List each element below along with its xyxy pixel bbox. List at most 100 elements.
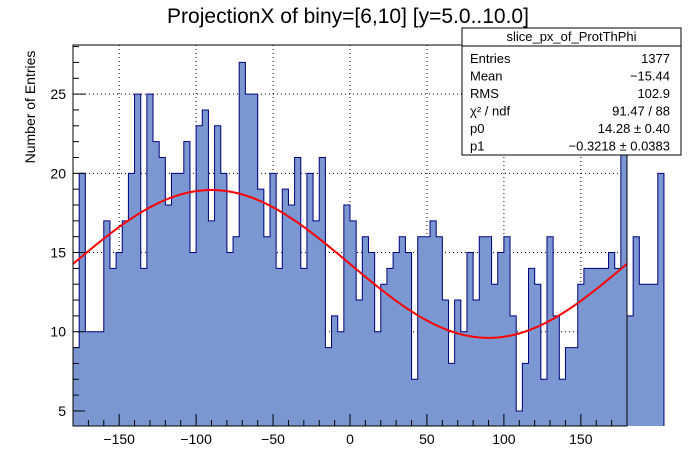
- histogram-bar: [362, 236, 369, 426]
- histogram-bar: [196, 125, 203, 426]
- histogram-bar: [405, 252, 412, 426]
- histogram-bar: [319, 157, 326, 427]
- histogram-bar: [140, 268, 148, 426]
- histogram-bar: [448, 363, 456, 426]
- histogram-bar: [251, 94, 259, 427]
- histogram-bars: [72, 61, 665, 427]
- y-tick-label: 25: [50, 86, 66, 102]
- histogram-bar: [331, 315, 339, 426]
- histogram-bar: [583, 268, 591, 426]
- histogram-bar: [306, 173, 314, 426]
- stats-value: 1377: [641, 51, 670, 66]
- histogram-bar: [109, 268, 117, 426]
- stats-box-frame: [461, 27, 682, 156]
- x-axis: −150 −100 −50 0 50 100 150: [72, 414, 628, 447]
- histogram-bar: [356, 300, 363, 426]
- histogram-bar: [546, 236, 554, 426]
- histogram-bar: [350, 220, 357, 426]
- histogram-bar: [245, 94, 252, 427]
- histogram-bar: [399, 236, 406, 426]
- histogram-bar: [233, 236, 240, 426]
- histogram-bar: [393, 252, 400, 426]
- histogram-bar: [276, 268, 283, 426]
- histogram-bar: [79, 173, 86, 426]
- histogram-bar: [202, 109, 209, 427]
- histogram-bar: [479, 236, 486, 426]
- histogram-bar: [639, 284, 646, 426]
- y-axis: 5 10 15 20 25: [50, 46, 85, 419]
- x-tick-label: 100: [492, 431, 516, 447]
- histogram-bar: [294, 157, 302, 427]
- stats-rows: Entries 1377 Mean −15.44 RMS 102.9 χ² / ndf 91.…: [470, 51, 670, 154]
- histogram-bar: [257, 189, 265, 426]
- x-tick-label: −150: [103, 431, 135, 447]
- histogram-bar: [282, 189, 289, 426]
- histogram-bar: [565, 347, 572, 426]
- histogram-bar: [627, 315, 634, 426]
- histogram-bar: [516, 410, 523, 426]
- histogram-bar: [263, 236, 271, 426]
- histogram-bar: [602, 268, 609, 426]
- histogram-bar: [411, 379, 419, 426]
- histogram-bar: [386, 268, 394, 426]
- histogram-bar: [590, 268, 597, 426]
- histogram-bar: [571, 347, 579, 426]
- x-tick-label: 0: [346, 431, 354, 447]
- histogram-bar: [73, 347, 80, 426]
- x-tick-label: 150: [569, 431, 593, 447]
- x-tick-label: −100: [180, 431, 212, 447]
- x-tick-label: −50: [261, 431, 285, 447]
- histogram-bar: [189, 252, 197, 426]
- stats-label: p1: [470, 139, 484, 154]
- histogram-bar: [522, 363, 529, 426]
- histogram-bar: [534, 284, 542, 426]
- histogram-bar: [436, 236, 443, 426]
- stats-value: −0.3218 ± 0.0383: [569, 139, 670, 154]
- histogram-bar: [214, 125, 222, 426]
- histogram-bar: [269, 173, 277, 426]
- histogram-bar: [503, 236, 511, 426]
- histogram-bar: [300, 268, 308, 426]
- histogram-bar: [288, 205, 295, 426]
- y-tick-label: 20: [50, 165, 66, 181]
- histogram-bar: [596, 268, 603, 426]
- histogram-bar: [171, 173, 179, 426]
- histogram-bar: [85, 331, 92, 426]
- histogram-bar: [633, 236, 640, 426]
- histogram-bar: [553, 315, 560, 426]
- histogram-bar: [577, 284, 585, 426]
- histogram-bar: [325, 347, 332, 426]
- histogram-bar: [485, 236, 492, 426]
- histogram-bar: [528, 268, 536, 426]
- histogram-bar: [423, 236, 431, 426]
- histogram-bar: [645, 284, 653, 426]
- histogram-bar: [510, 315, 517, 426]
- stats-value: 14.28 ± 0.40: [598, 121, 670, 136]
- histogram-bar: [559, 379, 566, 426]
- stats-value: 91.47 / 88: [612, 104, 670, 119]
- histogram-bar: [183, 141, 191, 426]
- y-axis-label: Number of Entries: [22, 51, 38, 164]
- histogram-bar: [374, 331, 382, 426]
- histogram-outline: [72, 61, 665, 426]
- histogram-bar: [460, 331, 468, 426]
- stats-box-title: slice_px_of_ProtThPhi: [506, 29, 636, 44]
- histogram-bar: [97, 331, 105, 426]
- histogram-bar: [491, 284, 499, 426]
- stats-label: χ² / ndf: [470, 104, 510, 119]
- fit-curve: [72, 189, 628, 339]
- stats-value: 102.9: [637, 86, 670, 101]
- histogram-bar: [159, 157, 166, 427]
- histogram-bar: [454, 300, 462, 426]
- histogram-bar: [417, 236, 425, 426]
- histogram-bar: [134, 94, 142, 427]
- histogram-bar: [657, 173, 665, 426]
- chart-title: ProjectionX of biny=[6,10] [y=5.0..10.0]: [167, 5, 529, 28]
- histogram-bar: [313, 220, 320, 426]
- histogram-bar: [473, 300, 480, 426]
- histogram-bar: [226, 252, 234, 426]
- stats-box: slice_px_of_ProtThPhi Entries 1377 Mean −15…: [461, 27, 682, 156]
- stats-label: Entries: [470, 51, 511, 66]
- y-tick-label: 15: [50, 245, 66, 261]
